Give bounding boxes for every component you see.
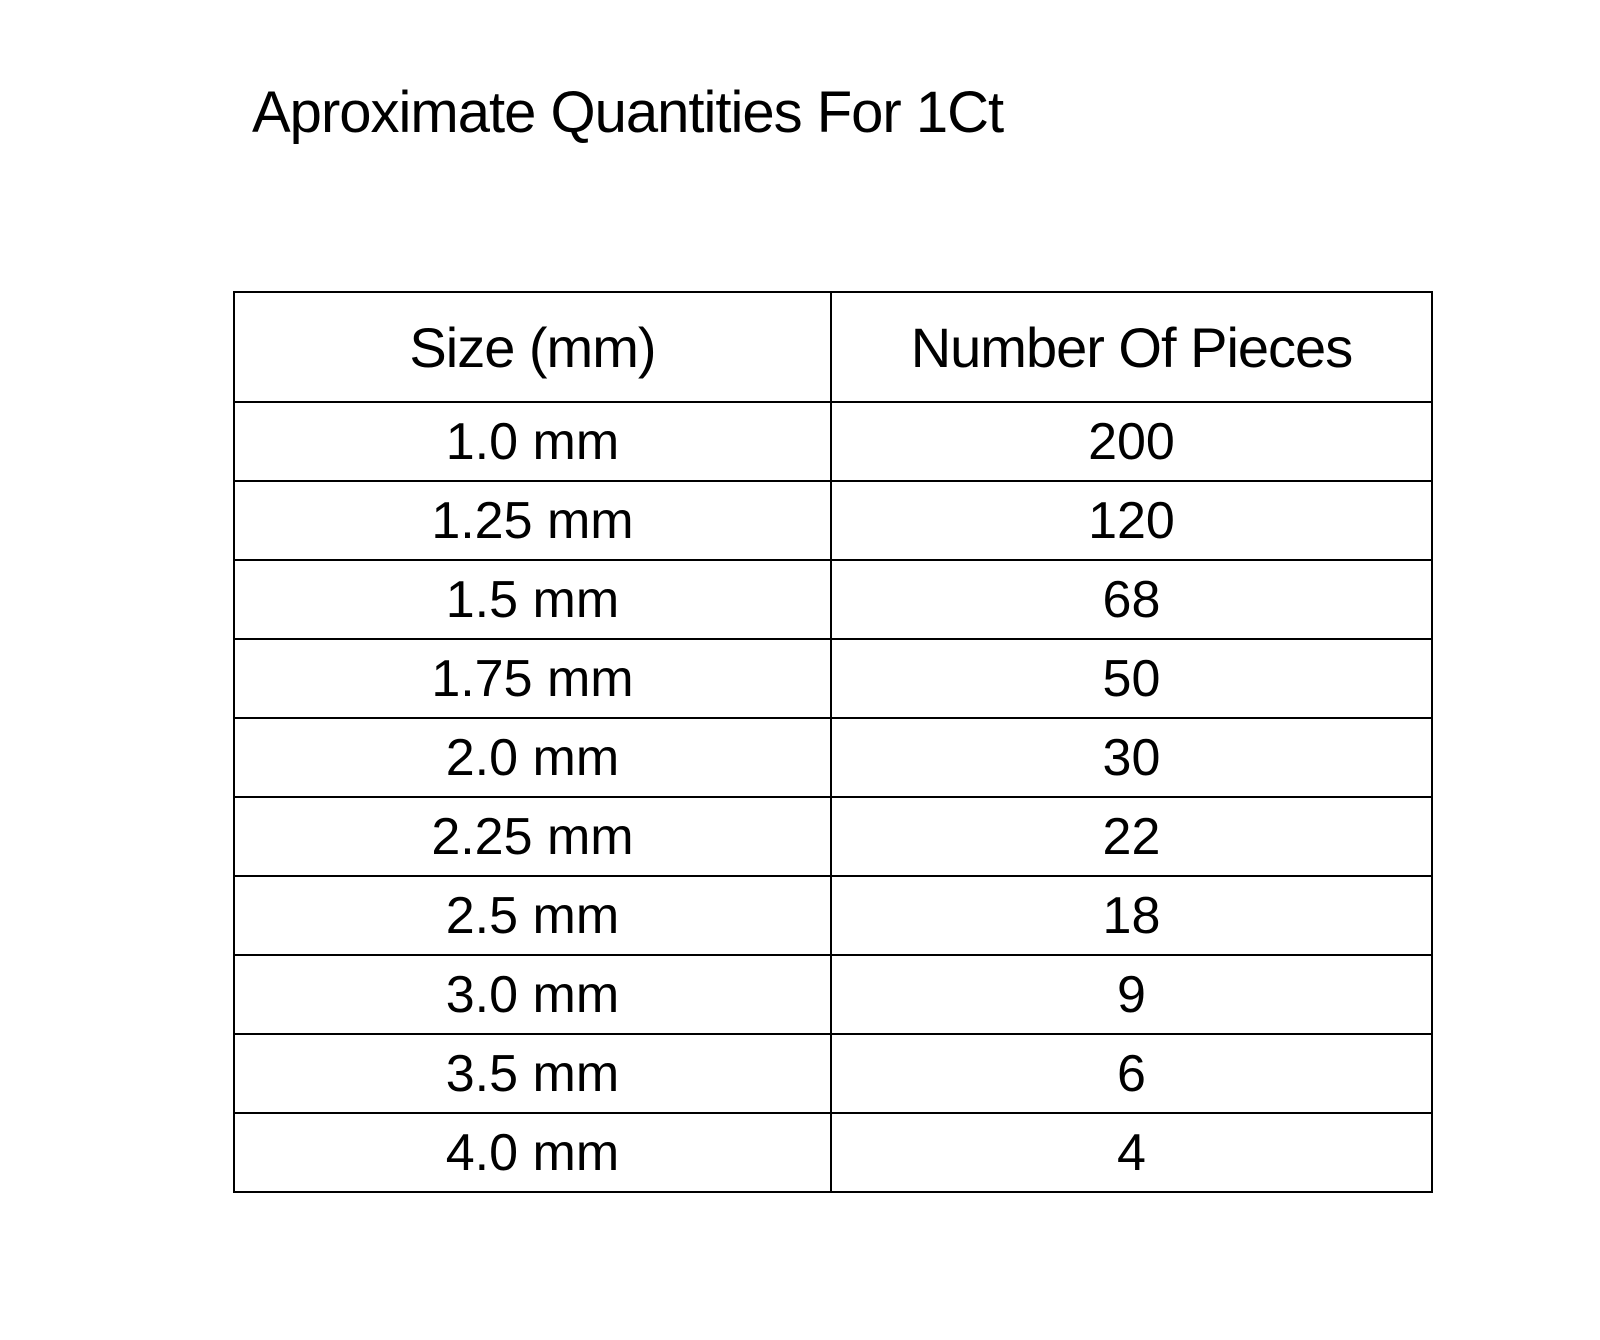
size-cell: 4.0 mm	[233, 1112, 832, 1193]
table-row: 2.25 mm 22	[233, 796, 1434, 877]
pieces-cell: 4	[829, 1112, 1434, 1193]
header-size: Size (mm)	[233, 291, 832, 403]
pieces-cell: 120	[829, 480, 1434, 561]
pieces-cell: 30	[829, 717, 1434, 798]
table-row: 3.5 mm 6	[233, 1033, 1434, 1114]
pieces-cell: 18	[829, 875, 1434, 956]
table-row: 1.25 mm 120	[233, 480, 1434, 561]
size-cell: 1.75 mm	[233, 638, 832, 719]
table-row: 4.0 mm 4	[233, 1112, 1434, 1193]
size-cell: 1.0 mm	[233, 401, 832, 482]
pieces-cell: 6	[829, 1033, 1434, 1114]
size-cell: 3.5 mm	[233, 1033, 832, 1114]
table-row: 1.0 mm 200	[233, 401, 1434, 482]
quantities-table: Size (mm) Number Of Pieces 1.0 mm 200 1.25…	[233, 291, 1434, 1193]
size-cell: 1.25 mm	[233, 480, 832, 561]
table-header-row: Size (mm) Number Of Pieces	[233, 291, 1434, 403]
pieces-cell: 22	[829, 796, 1434, 877]
size-cell: 3.0 mm	[233, 954, 832, 1035]
size-cell: 2.25 mm	[233, 796, 832, 877]
pieces-cell: 9	[829, 954, 1434, 1035]
table-row: 3.0 mm 9	[233, 954, 1434, 1035]
size-cell: 1.5 mm	[233, 559, 832, 640]
table-row: 2.5 mm 18	[233, 875, 1434, 956]
table-row: 2.0 mm 30	[233, 717, 1434, 798]
pieces-cell: 50	[829, 638, 1434, 719]
table-row: 1.5 mm 68	[233, 559, 1434, 640]
page-title: Aproximate Quantities For 1Ct	[252, 80, 1004, 145]
pieces-cell: 200	[829, 401, 1434, 482]
size-cell: 2.5 mm	[233, 875, 832, 956]
size-cell: 2.0 mm	[233, 717, 832, 798]
header-pieces: Number Of Pieces	[829, 291, 1434, 403]
table-row: 1.75 mm 50	[233, 638, 1434, 719]
pieces-cell: 68	[829, 559, 1434, 640]
